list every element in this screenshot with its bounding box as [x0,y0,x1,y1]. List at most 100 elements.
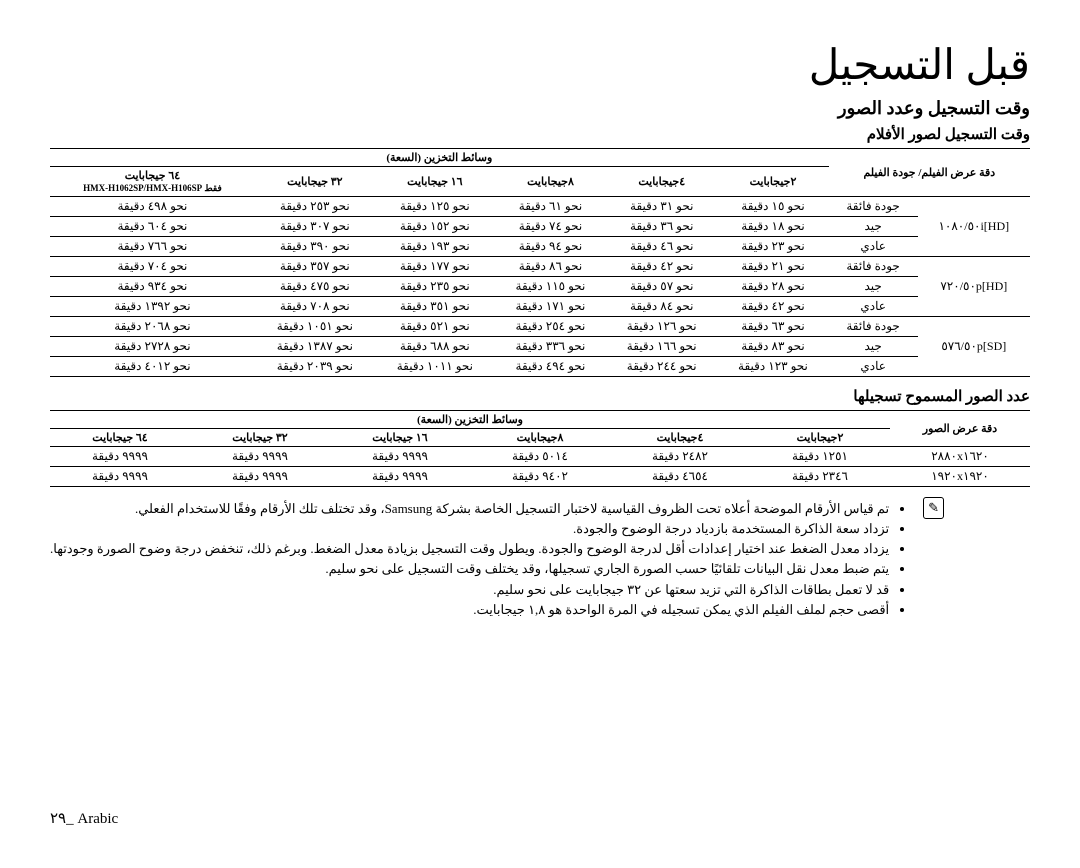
cell-value: نحو ٦١ دقيقة [495,197,606,217]
cell-photo-res: ٢٨٨٠x١٦٢٠ [890,447,1030,467]
cell-value: نحو ٨٣ دقيقة [717,337,828,357]
cell-value: نحو ٤٢ دقيقة [606,257,717,277]
video-time-table: دقة عرض الفيلم/ جودة الفيلم وسائط التخزي… [50,148,1030,377]
note-item: قد لا تعمل بطاقات الذاكرة التي تزيد سعته… [50,580,889,600]
note-item: أقصى حجم لملف الفيلم الذي يمكن تسجيله في… [50,600,889,620]
cell-value: نحو ٢٠٣٩ دقيقة [255,357,375,377]
cell-value: نحو ٢٤٤ دقيقة [606,357,717,377]
pcap-8gb: ٨جيجابايت [470,429,610,447]
pcap-2gb: ٢جيجابايت [750,429,890,447]
page-title: قبل التسجيل [50,40,1030,90]
section-heading: وقت التسجيل وعدد الصور [50,98,1030,119]
photo-count-table: دقة عرض الصور وسائط التخزين (السعة) ٢جيج… [50,410,1030,487]
cell-value: نحو ١٠١١ دقيقة [375,357,495,377]
cell-value: ٥٠١٤ دقيقة [470,447,610,467]
cell-value: نحو ٨٤ دقيقة [606,297,717,317]
pencil-icon: ✎ [923,497,944,519]
cell-value: نحو ٣٠٧ دقيقة [255,217,375,237]
cell-value: نحو ٧٦٦ دقيقة [50,237,255,257]
cell-value: نحو ١٣٨٧ دقيقة [255,337,375,357]
cell-value: ٩٩٩٩ دقيقة [190,467,330,487]
cell-value: ٩٩٩٩ دقيقة [330,467,470,487]
col-res-quality: دقة عرض الفيلم/ جودة الفيلم [829,149,1030,197]
pcap-32gb: ٣٢ جيجابايت [190,429,330,447]
cell-value: نحو ٢٨ دقيقة [717,277,828,297]
cell-value: ٢٣٤٦ دقيقة [750,467,890,487]
pcap-16gb: ١٦ جيجابايت [330,429,470,447]
table-row: جيدنحو ٢٨ دقيقةنحو ٥٧ دقيقةنحو ١١٥ دقيقة… [50,277,1030,297]
cell-value: نحو ١٧١ دقيقة [495,297,606,317]
cell-value: نحو ٥٧ دقيقة [606,277,717,297]
cell-value: نحو ٤٧٥ دقيقة [255,277,375,297]
note-item: تزداد سعة الذاكرة المستخدمة بازدياد درجة… [50,519,889,539]
cell-value: نحو ٩٣٤ دقيقة [50,277,255,297]
cell-value: نحو ١٣٩٢ دقيقة [50,297,255,317]
table-row: ١٩٢٠x١٩٢٠٢٣٤٦ دقيقة٤٦٥٤ دقيقة٩٤٠٢ دقيقة٩… [50,467,1030,487]
cell-value: نحو ٣٣٦ دقيقة [495,337,606,357]
cell-value: نحو ٧٠٤ دقيقة [50,257,255,277]
cell-value: ٩٩٩٩ دقيقة [190,447,330,467]
note-item: يتم ضبط معدل نقل البيانات تلقائيًا حسب ا… [50,559,889,579]
note-item: يزداد معدل الضغط عند اختيار إعدادات أقل … [50,539,889,559]
cell-quality: عادي [829,297,918,317]
table-row: عادينحو ١٢٣ دقيقةنحو ٢٤٤ دقيقةنحو ٤٩٤ دق… [50,357,1030,377]
cell-value: نحو ١٥٢ دقيقة [375,217,495,237]
note-item: تم قياس الأرقام الموضحة أعلاه تحت الظروف… [50,499,889,519]
table-row: عادينحو ٤٢ دقيقةنحو ٨٤ دقيقةنحو ١٧١ دقيق… [50,297,1030,317]
cell-value: نحو ٨٦ دقيقة [495,257,606,277]
cell-value: نحو ١١٥ دقيقة [495,277,606,297]
sub-heading-2: عدد الصور المسموح تسجيلها [50,387,1030,406]
cell-value: ٩٩٩٩ دقيقة [330,447,470,467]
cap-8gb: ٨جيجابايت [495,167,606,197]
cell-value: نحو ٣٩٠ دقيقة [255,237,375,257]
notes-list: تم قياس الأرقام الموضحة أعلاه تحت الظروف… [50,499,917,620]
cell-value: نحو ٢٥٣ دقيقة [255,197,375,217]
cell-value: نحو ١٦٦ دقيقة [606,337,717,357]
col-storage-span: وسائط التخزين (السعة) [50,149,829,167]
cell-value: نحو ٣١ دقيقة [606,197,717,217]
cell-resolution: ٧٢٠/٥٠p[HD] [918,257,1030,317]
cell-resolution: ٥٧٦/٥٠p[SD] [918,317,1030,377]
cell-value: نحو ٤٩٤ دقيقة [495,357,606,377]
cell-value: نحو ٢١ دقيقة [717,257,828,277]
cell-value: ٢٤٨٢ دقيقة [610,447,750,467]
cap-64gb: ٦٤ جيجابايت فقط HMX-H1062SP/HMX-H106SP [50,167,255,197]
cell-value: نحو ٦٨٨ دقيقة [375,337,495,357]
table-row: جيدنحو ٨٣ دقيقةنحو ١٦٦ دقيقةنحو ٣٣٦ دقيق… [50,337,1030,357]
cell-quality: جودة فائقة [829,257,918,277]
cell-value: نحو ٧٠٨ دقيقة [255,297,375,317]
pcap-4gb: ٤جيجابايت [610,429,750,447]
cell-value: نحو ١٢٦ دقيقة [606,317,717,337]
table-row: ١٠٨٠/٥٠i[HD]جودة فائقةنحو ١٥ دقيقةنحو ٣١… [50,197,1030,217]
cell-value: نحو ١٥ دقيقة [717,197,828,217]
notes-block: تم قياس الأرقام الموضحة أعلاه تحت الظروف… [50,497,1030,620]
cell-value: نحو ٢٥٤ دقيقة [495,317,606,337]
cell-quality: جودة فائقة [829,197,918,217]
cell-value: نحو ٤٦ دقيقة [606,237,717,257]
cell-value: ٤٦٥٤ دقيقة [610,467,750,487]
cell-value: نحو ١٢٥ دقيقة [375,197,495,217]
cell-value: ٩٤٠٢ دقيقة [470,467,610,487]
page-footer: ٢٩_ Arabic [50,809,1030,828]
cap-16gb: ١٦ جيجابايت [375,167,495,197]
table-row: جيدنحو ١٨ دقيقةنحو ٣٦ دقيقةنحو ٧٤ دقيقةن… [50,217,1030,237]
cell-value: ٩٩٩٩ دقيقة [50,467,190,487]
cap-32gb: ٣٢ جيجابايت [255,167,375,197]
cell-value: نحو ٣٦ دقيقة [606,217,717,237]
cell-quality: جيد [829,277,918,297]
table-row: ٥٧٦/٥٠p[SD]جودة فائقةنحو ٦٣ دقيقةنحو ١٢٦… [50,317,1030,337]
cell-value: نحو ٢٣٥ دقيقة [375,277,495,297]
cell-value: نحو ٤٢ دقيقة [717,297,828,317]
cell-value: نحو ١٩٣ دقيقة [375,237,495,257]
col-storage-span-2: وسائط التخزين (السعة) [50,411,890,429]
cell-value: نحو ٤٠١٢ دقيقة [50,357,255,377]
sub-heading-1: وقت التسجيل لصور الأفلام [50,125,1030,144]
cap-4gb: ٤جيجابايت [606,167,717,197]
cell-value: نحو ٩٤ دقيقة [495,237,606,257]
table-row: ٧٢٠/٥٠p[HD]جودة فائقةنحو ٢١ دقيقةنحو ٤٢ … [50,257,1030,277]
pcap-64gb: ٦٤ جيجابايت [50,429,190,447]
cell-value: نحو ٣٥١ دقيقة [375,297,495,317]
cell-value: نحو ٦٠٤ دقيقة [50,217,255,237]
cell-quality: جيد [829,217,918,237]
table-row: ٢٨٨٠x١٦٢٠١٢٥١ دقيقة٢٤٨٢ دقيقة٥٠١٤ دقيقة٩… [50,447,1030,467]
